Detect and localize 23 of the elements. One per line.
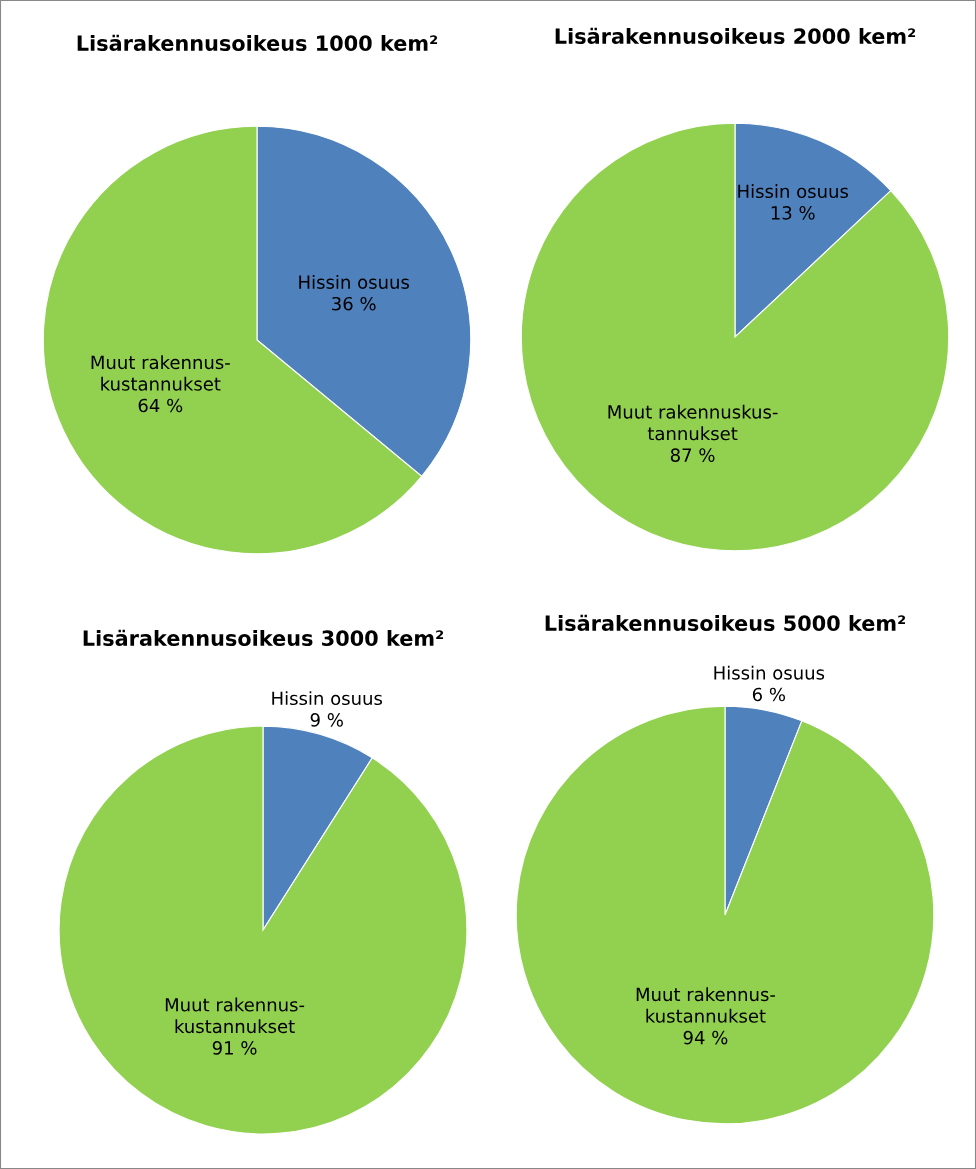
data-label: 91 % [212,1041,257,1055]
data-label: 94 % [683,1030,728,1045]
pie-slice [520,122,950,552]
chart-title: Lisärakennusoikeus 1000 kem² [77,34,438,52]
slice-label: Hissin osuus [738,184,849,199]
slice-label: Hissin osuus [272,691,383,706]
data-label: 36 % [332,296,376,311]
chart-title: Lisärakennusoikeus 3000 kem² [83,629,444,647]
slice-label: Hissin osuus [714,665,825,680]
data-label: 87 % [670,448,715,462]
data-label: 6 % [752,687,786,702]
data-label: 9 % [310,713,343,727]
data-label: 13 % [771,206,815,220]
slice-label: Muut rakennus- kustannukset [165,997,305,1034]
slice-label: Muut rakennus- kustannukset [91,355,230,391]
slice-label: Muut rakennus- kustannukset [636,987,776,1023]
chart-title: Lisärakennusoikeus 5000 kem² [545,614,906,632]
slice-label: Hissin osuus [299,274,409,289]
chart-title: Lisärakennusoikeus 2000 kem² [555,27,916,45]
data-label: 64 % [138,398,183,413]
pie-slice [515,705,935,1125]
pie-slice [58,725,468,1135]
slice-label: Muut rakennuskus- tannukset [608,404,778,441]
